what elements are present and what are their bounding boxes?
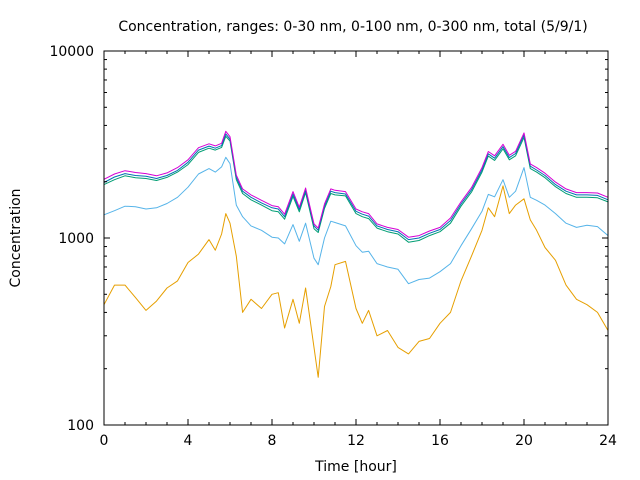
y-axis-label: Concentration — [8, 188, 24, 287]
y-tick-label: 1000 — [58, 231, 94, 247]
x-axis-label: Time [hour] — [314, 459, 397, 475]
x-tick-label: 4 — [184, 433, 193, 449]
y-tick-label: 10000 — [49, 44, 94, 60]
x-tick-label: 16 — [431, 433, 449, 449]
plot-lines — [103, 130, 609, 378]
x-tick-label: 8 — [268, 433, 277, 449]
y-axis-ticks: 100 1000 10000 — [49, 44, 608, 434]
x-tick-label: 24 — [599, 433, 617, 449]
x-axis-ticks: 0 4 8 12 16 20 24 — [100, 51, 617, 449]
plot-frame — [103, 50, 609, 426]
series-line-5 — [103, 130, 609, 238]
series-line-1 — [103, 185, 609, 378]
series-line-3 — [103, 135, 609, 243]
series-line-4 — [103, 133, 609, 241]
chart-title: Concentration, ranges: 0-30 nm, 0-100 nm… — [118, 19, 587, 35]
x-tick-label: 20 — [515, 433, 533, 449]
x-tick-label: 0 — [100, 433, 109, 449]
y-tick-label: 100 — [67, 418, 94, 434]
x-tick-label: 12 — [347, 433, 365, 449]
series-line-2 — [103, 156, 609, 285]
